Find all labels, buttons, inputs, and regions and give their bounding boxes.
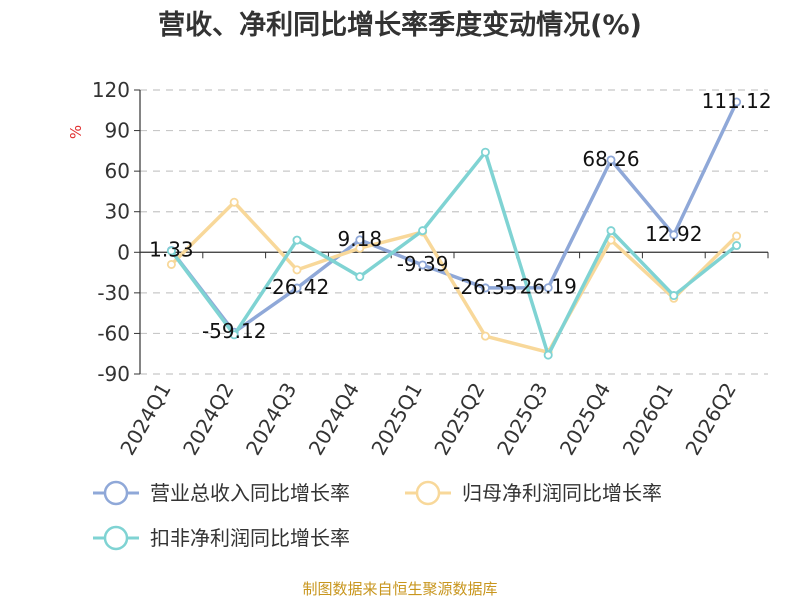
data-point bbox=[166, 259, 176, 269]
legend-item[interactable]: 营业总收入同比增长率 bbox=[93, 480, 350, 506]
data-point bbox=[418, 260, 428, 270]
data-point bbox=[606, 226, 616, 236]
y-tick-label: 90 bbox=[105, 119, 130, 143]
source-note: 制图数据来自恒生聚源数据库 bbox=[302, 580, 497, 598]
data-point bbox=[732, 231, 742, 241]
data-label: 26.19 bbox=[520, 275, 577, 299]
data-point bbox=[480, 283, 490, 293]
data-label: 111.12 bbox=[702, 89, 772, 113]
y-tick-label: 0 bbox=[117, 240, 130, 264]
x-tick-label: 2026Q2 bbox=[680, 379, 740, 460]
data-label: -26.35 bbox=[453, 275, 517, 299]
series-line bbox=[170, 101, 739, 334]
data-point bbox=[166, 246, 176, 256]
chart-title: 营收、净利同比增长率季度变动情况(%) bbox=[158, 9, 642, 41]
x-tick-labels: 2024Q1 2024Q2 2024Q3 2024Q4 2025Q1 2025Q2 2025… bbox=[115, 379, 741, 460]
data-label: -26.42 bbox=[265, 275, 329, 299]
x-tick-label: 2024Q3 bbox=[241, 379, 301, 460]
data-point bbox=[669, 230, 679, 240]
data-point bbox=[355, 243, 365, 253]
data-label: 1.33 bbox=[149, 237, 194, 261]
y-axis-unit: % bbox=[67, 125, 85, 139]
y-tick-labels: 120 90 60 30 0 -30 -60 -90 bbox=[92, 78, 130, 386]
y-tick-label: -90 bbox=[97, 362, 130, 386]
data-point bbox=[606, 155, 616, 165]
data-point bbox=[732, 241, 742, 251]
axes bbox=[134, 89, 769, 375]
legend-marker bbox=[103, 480, 129, 506]
data-point bbox=[418, 226, 428, 236]
data-label: 12.92 bbox=[645, 222, 702, 246]
data-label: 68.26 bbox=[582, 147, 639, 171]
x-tick-label: 2025Q4 bbox=[555, 379, 615, 460]
data-point bbox=[355, 272, 365, 282]
series-layer bbox=[166, 97, 742, 360]
series-line bbox=[169, 150, 738, 357]
y-tick-label: 30 bbox=[105, 200, 130, 224]
y-tick-label: 60 bbox=[105, 159, 130, 183]
data-point bbox=[480, 147, 490, 157]
legend-marker bbox=[415, 480, 441, 506]
y-tick-label: -60 bbox=[97, 321, 130, 345]
data-point bbox=[292, 265, 302, 275]
y-tick-label: 120 bbox=[92, 78, 130, 102]
data-point bbox=[480, 331, 490, 341]
data-label: -59.12 bbox=[202, 319, 266, 343]
data-point bbox=[543, 283, 553, 293]
legend-label: 归母净利润同比增长率 bbox=[462, 481, 662, 505]
legend-item[interactable]: 扣非净利润同比增长率 bbox=[93, 525, 350, 551]
data-point bbox=[669, 291, 679, 301]
x-tick-label: 2025Q3 bbox=[492, 379, 552, 460]
x-tick-label: 2024Q2 bbox=[178, 379, 238, 460]
data-point bbox=[229, 197, 239, 207]
legend-marker bbox=[103, 525, 129, 551]
x-tick-label: 2025Q2 bbox=[429, 379, 489, 460]
data-labels: 1.33 -59.12 -26.42 9.18 -9.39-26.35 26.19 68.2… bbox=[149, 89, 771, 343]
x-tick-label: 2024Q1 bbox=[115, 379, 175, 460]
x-tick-label: 2024Q4 bbox=[304, 379, 364, 460]
x-tick-label: 2026Q1 bbox=[618, 379, 678, 460]
legend-label: 营业总收入同比增长率 bbox=[150, 481, 350, 505]
y-tick-label: -30 bbox=[97, 281, 130, 305]
data-point bbox=[355, 235, 365, 245]
legend-label: 扣非净利润同比增长率 bbox=[150, 526, 350, 550]
series-line bbox=[170, 200, 738, 355]
x-tick-label: 2025Q1 bbox=[366, 379, 426, 460]
data-label: 9.18 bbox=[338, 227, 383, 251]
legend-item[interactable]: 归母净利润同比增长率 bbox=[405, 480, 662, 506]
data-point bbox=[292, 235, 302, 245]
data-point bbox=[732, 97, 742, 107]
data-point bbox=[229, 330, 239, 340]
data-point bbox=[292, 283, 302, 293]
data-point bbox=[543, 350, 553, 360]
data-label: -9.39 bbox=[397, 252, 449, 276]
